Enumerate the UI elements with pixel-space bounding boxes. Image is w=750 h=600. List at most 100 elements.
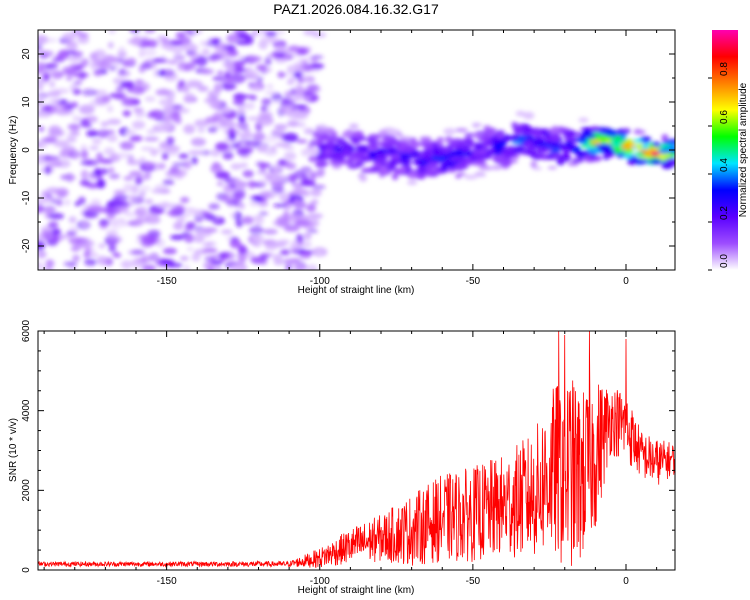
spectrogram-cell xyxy=(123,183,134,193)
spectrogram-cell xyxy=(293,200,307,210)
spectrogram-cell xyxy=(496,134,505,139)
spectrogram-cell xyxy=(262,228,278,235)
spectrogram-cell xyxy=(99,158,114,164)
spectrogram-cell xyxy=(562,129,573,137)
spectrogram-cell xyxy=(550,126,559,135)
spectrogram-cell xyxy=(455,174,462,179)
spectrogram-cell xyxy=(135,176,143,186)
spectrogram-cell xyxy=(324,135,337,143)
spectrogram-cell xyxy=(96,256,111,266)
spectrogram-cell xyxy=(192,30,203,34)
spectrogram-cell xyxy=(483,125,492,131)
spectrogram-cell xyxy=(235,220,243,228)
spectrogram-cell xyxy=(176,82,183,92)
spectrogram-cell xyxy=(417,172,426,180)
spectrogram-cell xyxy=(178,153,189,159)
spectrogram-cell xyxy=(208,203,220,210)
spectrogram-cell xyxy=(207,103,221,108)
spectrogram-cell xyxy=(144,96,156,102)
spectrogram-cell xyxy=(254,130,264,141)
spectrogram-cell xyxy=(38,43,43,52)
spectrogram-cell xyxy=(169,234,186,241)
spectrogram-cell xyxy=(134,217,143,226)
spectrogram-cell xyxy=(483,166,493,171)
spectrogram-cell xyxy=(589,126,601,133)
spectrogram-cell xyxy=(212,112,224,122)
spectrogram-cell xyxy=(195,56,208,67)
spectrogram-cell xyxy=(303,128,315,135)
spectrogram-cell xyxy=(206,41,219,47)
spectrogram-cell xyxy=(305,264,318,270)
spectrogram-cell xyxy=(230,236,239,242)
spectrogram-cell xyxy=(244,35,253,41)
spectrogram-cell xyxy=(150,149,157,156)
spectrogram-cell xyxy=(108,30,116,34)
spectrogram-cell xyxy=(499,160,512,168)
colorbar-tick-label: 0.4 xyxy=(719,158,730,172)
spectrogram-cell xyxy=(597,143,612,152)
spectrogram-cell xyxy=(119,261,131,267)
spectrogram-cell xyxy=(96,52,106,61)
spectrogram-cell xyxy=(60,174,71,181)
spectrogram-cell xyxy=(306,83,320,91)
spectrogram-cell xyxy=(229,264,242,270)
spectrogram-cell xyxy=(455,128,468,133)
spectrogram-cell xyxy=(272,164,281,174)
spectrogram-cell xyxy=(227,202,234,208)
spectrogram-cell xyxy=(53,88,70,94)
spectrogram-cell xyxy=(307,228,318,234)
spectrogram-cell xyxy=(190,137,206,147)
spectrogram-cell xyxy=(665,158,675,164)
spectrogram-cell xyxy=(282,258,295,265)
spectrogram-cell xyxy=(173,221,184,231)
spectrogram-cell xyxy=(467,138,475,145)
spectrogram-cell xyxy=(310,188,322,197)
spectrogram-cell xyxy=(96,152,104,162)
spectrogram-y-axis-label: Frequency (Hz) xyxy=(8,116,19,185)
spectrogram-cell xyxy=(407,180,418,185)
spectrogram-cell xyxy=(285,265,292,270)
spectrogram-cell xyxy=(89,60,98,70)
spectrogram-cell xyxy=(307,213,323,219)
spectrogram-cell xyxy=(547,166,558,170)
spectrogram-cell xyxy=(38,50,54,58)
spectrogram-cell xyxy=(484,141,494,147)
spectrogram-cell xyxy=(141,49,157,57)
spectrogram-cell xyxy=(653,141,661,148)
spectrogram-cell xyxy=(256,145,268,153)
spectrogram-cell xyxy=(293,71,303,79)
spectrogram-cell xyxy=(99,61,111,70)
spectrogram-cell xyxy=(306,204,317,212)
spectrogram-cell xyxy=(410,141,420,149)
colorbar-gradient xyxy=(712,30,738,270)
spectrogram-cell xyxy=(378,129,387,136)
spectrogram-cell xyxy=(179,256,189,261)
spectrogram-cell xyxy=(257,178,269,186)
spectrogram-cell xyxy=(164,145,181,152)
spectrogram-cell xyxy=(216,181,224,187)
spectrogram-cell xyxy=(166,174,175,180)
spectrogram-cell xyxy=(160,43,174,50)
spectrogram-cell xyxy=(147,39,158,49)
spectrogram-cell xyxy=(63,261,78,267)
spectrogram-cell xyxy=(311,199,319,206)
spectrogram-cell xyxy=(474,142,481,150)
spectrogram-cell xyxy=(110,223,122,230)
spectrogram-cell xyxy=(183,93,195,104)
snr-x-ticks: -150 -100 -50 0 xyxy=(43,331,658,587)
spectrogram-cell xyxy=(242,170,254,178)
spectrogram-cell xyxy=(131,36,142,46)
spectrogram-cell xyxy=(563,151,570,158)
spectrogram-cell xyxy=(187,150,204,156)
spectrogram-cell xyxy=(578,117,589,123)
spectrogram-cell xyxy=(358,146,370,152)
spectrogram-cell xyxy=(283,145,295,150)
spectrogram-cell xyxy=(298,263,306,270)
spectrogram-cell xyxy=(78,71,86,80)
spectrogram-cell xyxy=(141,236,156,247)
figure-title: PAZ1.2026.084.16.32.G17 xyxy=(273,1,439,17)
spectrogram-cell xyxy=(220,106,233,114)
spectrogram-cell xyxy=(48,212,65,220)
spectrogram-cell xyxy=(228,183,237,189)
